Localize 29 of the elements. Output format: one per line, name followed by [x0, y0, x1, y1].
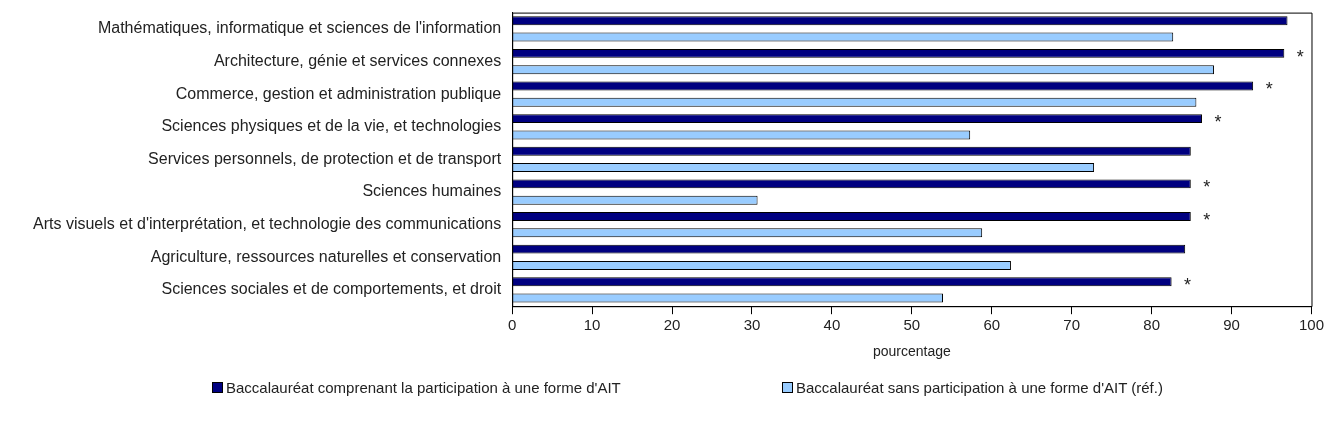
x-tick-label: 70: [1063, 316, 1081, 334]
y-tick-label: Services personnels, de protection et de transport: [148, 149, 502, 167]
x-tick-label: 50: [903, 316, 921, 334]
x-tick-label: 100: [1298, 316, 1324, 334]
x-axis-title: pourcentage: [872, 343, 951, 360]
x-tick-label: 90: [1223, 316, 1240, 334]
annotation: *: [1296, 46, 1304, 67]
y-tick-label: Sciences humaines: [362, 182, 502, 200]
legend-label: Baccalauréat sans participation à une forme d'AIT (réf.): [796, 379, 1163, 396]
x-tick-label: 0: [508, 316, 517, 334]
x-tick-label: 10: [583, 316, 601, 334]
legend-label: Baccalauréat comprenant la participation à une forme d'AIT: [226, 379, 621, 396]
y-tick-label: Agriculture, ressources naturelles et conservation: [150, 247, 502, 265]
y-tick-label: Architecture, génie et services connexes: [213, 51, 502, 69]
annotation: *: [1203, 176, 1211, 197]
x-tick-label: 40: [823, 316, 841, 334]
y-tick-label: Sciences physiques et de la vie, et technologies: [161, 117, 502, 135]
x-tick-label: 30: [743, 316, 761, 334]
annotation: *: [1203, 209, 1211, 230]
annotation: *: [1184, 274, 1192, 295]
x-tick-label: 60: [983, 316, 1001, 334]
y-tick-label: Arts visuels et d'interprétation, et technologie des communications: [33, 215, 502, 233]
x-tick-label: 20: [663, 316, 681, 334]
annotation: *: [1265, 79, 1273, 100]
x-tick-label: 80: [1143, 316, 1160, 334]
annotation: *: [1214, 111, 1222, 132]
y-tick-label: Commerce, gestion et administration publique: [175, 84, 502, 102]
y-tick-label: Mathématiques, informatique et sciences de l'information: [97, 19, 502, 37]
y-tick-label: Sciences sociales et de comportements, et droit: [161, 280, 502, 298]
